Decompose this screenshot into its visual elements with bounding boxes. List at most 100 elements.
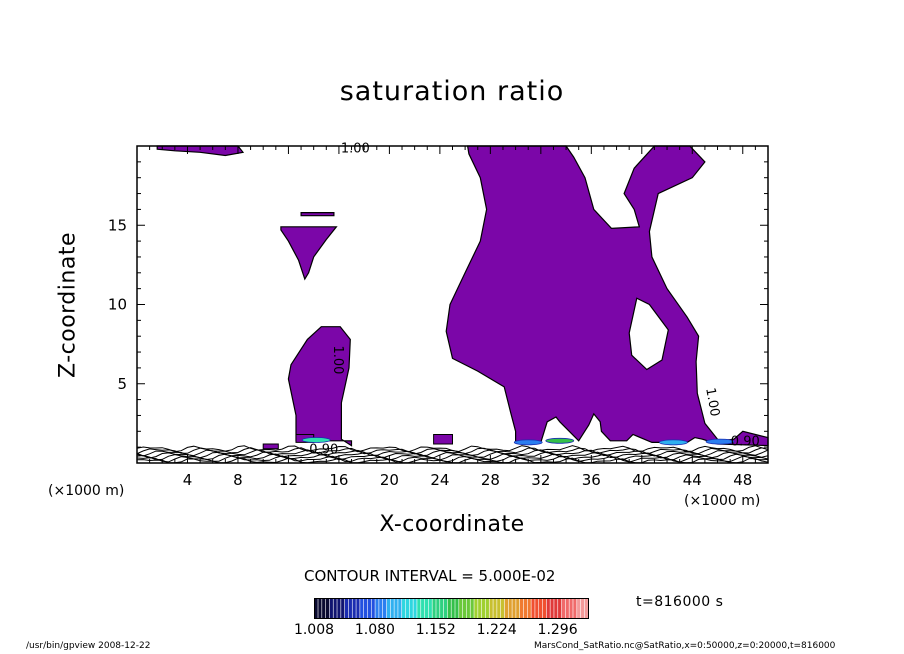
colorbar-segment <box>390 598 394 619</box>
colorbar-segment <box>481 598 486 619</box>
colorbar-segment <box>474 598 478 619</box>
colorbar-segment <box>318 598 322 619</box>
colorbar-tick-label: 1.080 <box>354 622 395 638</box>
y-tick-label: 15 <box>108 216 127 234</box>
x-tick-label: 40 <box>632 471 651 489</box>
x-tick-label: 36 <box>582 471 601 489</box>
colorbar-segment <box>367 598 371 619</box>
surface-contour-5 <box>136 449 769 457</box>
colorbar-segment <box>561 598 566 619</box>
colorbar-segment <box>565 598 569 619</box>
footer-program: /usr/bin/gpview 2008-12-22 <box>26 641 151 651</box>
colorbar-segment <box>383 598 387 619</box>
colorbar-segment <box>337 598 341 619</box>
colorbar-segment <box>558 598 562 619</box>
colorbar-segment <box>462 598 467 619</box>
x-tick-label: 12 <box>279 471 298 489</box>
x-tick-label: 48 <box>733 471 752 489</box>
y-axis: 5 10 15 <box>108 161 768 448</box>
colorbar-segment <box>344 598 349 619</box>
colorbar-segment <box>535 598 539 619</box>
surface-contour-7 <box>136 445 769 453</box>
x-tick-label: 20 <box>380 471 399 489</box>
saturated-regions <box>156 145 769 450</box>
colorbar-segment <box>379 598 383 619</box>
saturated-region-4 <box>287 326 353 447</box>
y-tick-label: 5 <box>117 375 127 393</box>
colorbar <box>314 598 589 619</box>
saturated-region-2 <box>280 226 338 281</box>
x-unit-label-left: (×1000 m) <box>48 483 125 499</box>
x-tick-label: 44 <box>683 471 702 489</box>
colorbar-tick-label: 1.224 <box>476 622 517 638</box>
colorbar-segment <box>500 598 505 619</box>
hotspot-4 <box>705 438 735 445</box>
colorbar-segment <box>451 598 455 619</box>
saturated-region-5 <box>445 145 769 447</box>
colorbar-segment <box>322 598 326 619</box>
contour-lines <box>136 445 769 464</box>
y-axis-label: Z-coordinate <box>55 232 81 378</box>
colorbar-segment <box>580 598 585 619</box>
colorbar-tick-label: 1.296 <box>537 622 578 638</box>
footer-source: MarsCond_SatRatio.nc@SatRatio,x=0:50000,… <box>534 641 836 651</box>
colorbar-segment <box>341 598 345 619</box>
supersaturation-spots <box>301 437 735 446</box>
colorbar-segment <box>325 598 330 619</box>
colorbar-segment <box>554 598 558 619</box>
colorbar-segment <box>504 598 508 619</box>
colorbar-segment <box>371 598 375 619</box>
colorbar-segment <box>421 598 425 619</box>
colorbar-segment <box>459 598 463 619</box>
colorbar-segment <box>497 598 501 619</box>
colorbar-segment <box>440 598 444 619</box>
colorbar-segment <box>363 598 368 619</box>
colorbar-segment <box>466 598 470 619</box>
time-label: t=816000 s <box>636 594 724 610</box>
contour-level-label: 1.00 <box>341 141 370 156</box>
colorbar-segment <box>443 598 448 619</box>
colorbar-segment <box>470 598 474 619</box>
y-tick-label: 10 <box>108 296 127 314</box>
contour-labels: 1.00 1.00 1.00 0.90 0.90 <box>309 141 759 457</box>
hotspot-1 <box>301 437 331 443</box>
chart-title: saturation ratio <box>339 76 565 107</box>
x-tick-label: 32 <box>531 471 550 489</box>
x-axis-label-text: X-coordinate <box>379 512 525 537</box>
contour-level-label: 1.00 <box>702 387 722 418</box>
x-tick-label: 24 <box>430 471 449 489</box>
x-tick-label: 4 <box>183 471 193 489</box>
colorbar-segment <box>489 598 493 619</box>
colorbar-segment <box>531 598 535 619</box>
colorbar-segment <box>394 598 398 619</box>
colorbar-tick-label: 1.152 <box>415 622 456 638</box>
contour-interval-note: CONTOUR INTERVAL = 5.000E-02 <box>304 567 556 585</box>
contour-level-label: 1.00 <box>330 345 345 374</box>
colorbar-segment <box>329 598 333 619</box>
colorbar-segment <box>520 598 524 619</box>
colorbar-segment <box>447 598 451 619</box>
x-tick-label: 8 <box>233 471 243 489</box>
colorbar-tick-label: 1.008 <box>293 622 335 638</box>
x-tick-label: 28 <box>481 471 500 489</box>
colorbar-segment <box>546 598 550 619</box>
colorbar-segment <box>333 598 337 619</box>
colorbar-segment <box>436 598 440 619</box>
colorbar-segment <box>523 598 528 619</box>
colorbar-segment <box>409 598 413 619</box>
colorbar-segment <box>348 598 352 619</box>
contour-level-label: 0.90 <box>731 435 760 450</box>
colorbar-segment <box>413 598 417 619</box>
colorbar-segment <box>417 598 421 619</box>
colorbar-segment <box>516 598 520 619</box>
x-tick-label: 16 <box>329 471 348 489</box>
colorbar-segment <box>405 598 410 619</box>
saturated-region-1 <box>156 145 245 157</box>
colorbar-segment <box>539 598 543 619</box>
colorbar-segment <box>360 598 364 619</box>
unsaturated-pocket <box>628 297 669 371</box>
colorbar-segment <box>402 598 406 619</box>
colorbar-segment <box>432 598 436 619</box>
near-surface-patch-2 <box>262 443 279 450</box>
